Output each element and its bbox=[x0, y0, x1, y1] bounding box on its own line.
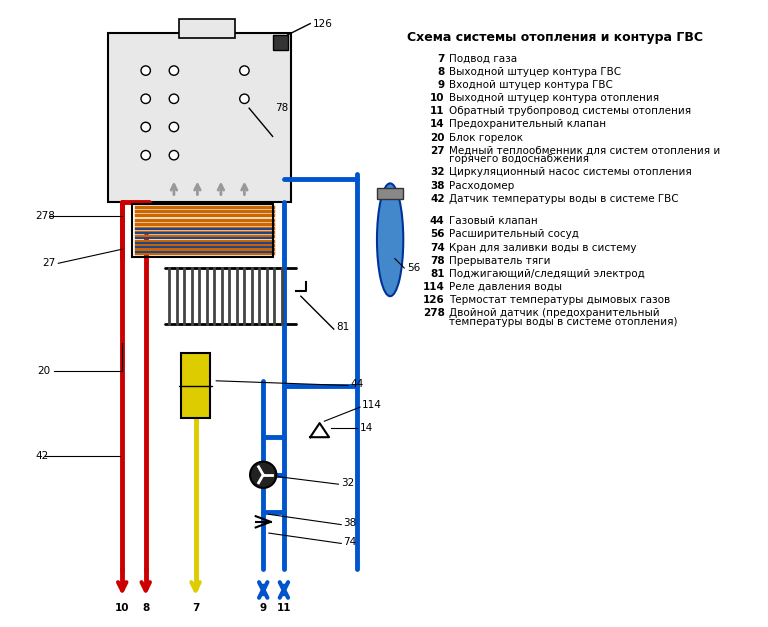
Text: Расходомер: Расходомер bbox=[449, 181, 515, 191]
Text: 278: 278 bbox=[36, 211, 55, 221]
Text: 9: 9 bbox=[260, 603, 266, 613]
Text: 42: 42 bbox=[430, 194, 445, 204]
Text: 7: 7 bbox=[437, 54, 445, 64]
Text: 42: 42 bbox=[36, 451, 49, 461]
Text: Датчик температуры воды в системе ГВС: Датчик температуры воды в системе ГВС bbox=[449, 194, 679, 204]
Circle shape bbox=[169, 150, 179, 160]
Text: 74: 74 bbox=[430, 243, 445, 253]
Text: Медный теплообменник для систем отопления и: Медный теплообменник для систем отоплени… bbox=[449, 146, 720, 155]
Text: 27: 27 bbox=[430, 146, 445, 155]
Text: Входной штуцер контура ГВС: Входной штуцер контура ГВС bbox=[449, 80, 613, 90]
Bar bbox=[108, 33, 291, 202]
Text: 10: 10 bbox=[430, 93, 445, 103]
Circle shape bbox=[240, 66, 249, 75]
Text: Газовый клапан: Газовый клапан bbox=[449, 216, 538, 226]
Text: Выходной штуцер контура отопления: Выходной штуцер контура отопления bbox=[449, 93, 660, 103]
Text: Прерыватель тяги: Прерыватель тяги bbox=[449, 256, 551, 266]
Text: Блок горелок: Блок горелок bbox=[449, 133, 523, 142]
Text: 14: 14 bbox=[430, 120, 445, 129]
Text: 7: 7 bbox=[192, 603, 199, 613]
Text: 8: 8 bbox=[438, 67, 445, 77]
Text: 8: 8 bbox=[142, 603, 149, 613]
Text: 44: 44 bbox=[351, 379, 364, 389]
Circle shape bbox=[141, 150, 151, 160]
Text: 9: 9 bbox=[438, 80, 445, 90]
Circle shape bbox=[169, 94, 179, 103]
Text: 38: 38 bbox=[343, 518, 356, 528]
Circle shape bbox=[141, 122, 151, 132]
Text: Обратный трубопровод системы отопления: Обратный трубопровод системы отопления bbox=[449, 107, 691, 116]
Bar bbox=[131, 204, 273, 256]
Text: 114: 114 bbox=[422, 282, 445, 292]
Bar bbox=[377, 188, 403, 199]
Text: Подвод газа: Подвод газа bbox=[449, 54, 518, 64]
Text: горячего водоснабжения: горячего водоснабжения bbox=[449, 154, 589, 164]
Bar bbox=[273, 35, 288, 50]
Text: 74: 74 bbox=[343, 537, 356, 547]
Text: 56: 56 bbox=[407, 263, 420, 273]
Text: температуры воды в системе отопления): температуры воды в системе отопления) bbox=[449, 317, 678, 327]
Text: 81: 81 bbox=[430, 269, 445, 279]
Circle shape bbox=[250, 461, 276, 488]
Text: Термостат температуры дымовых газов: Термостат температуры дымовых газов bbox=[449, 295, 670, 305]
Text: 20: 20 bbox=[430, 133, 445, 142]
Text: 56: 56 bbox=[430, 229, 445, 240]
Text: 78: 78 bbox=[430, 256, 445, 266]
Text: Циркуляционный насос системы отопления: Циркуляционный насос системы отопления bbox=[449, 167, 692, 177]
Bar bbox=[181, 352, 210, 418]
Text: 126: 126 bbox=[313, 19, 333, 29]
Text: Схема системы отопления и контура ГВС: Схема системы отопления и контура ГВС bbox=[406, 31, 703, 44]
Text: 126: 126 bbox=[423, 295, 445, 305]
Text: Предохранительный клапан: Предохранительный клапан bbox=[449, 120, 607, 129]
Text: 114: 114 bbox=[362, 400, 382, 410]
Text: 38: 38 bbox=[430, 181, 445, 191]
Circle shape bbox=[169, 122, 179, 132]
Text: Реле давления воды: Реле давления воды bbox=[449, 282, 562, 292]
Text: 44: 44 bbox=[430, 216, 445, 226]
Text: 20: 20 bbox=[38, 366, 51, 376]
Bar bbox=[179, 19, 235, 38]
Text: 81: 81 bbox=[336, 322, 349, 332]
Circle shape bbox=[141, 66, 151, 75]
Text: 14: 14 bbox=[360, 423, 373, 433]
Text: Поджигающий/следящий электрод: Поджигающий/следящий электрод bbox=[449, 269, 645, 279]
Text: Двойной датчик (предохранительный: Двойной датчик (предохранительный bbox=[449, 308, 660, 319]
Text: Выходной штуцер контура ГВС: Выходной штуцер контура ГВС bbox=[449, 67, 621, 77]
Text: 27: 27 bbox=[42, 258, 55, 268]
Text: Расширительный сосуд: Расширительный сосуд bbox=[449, 229, 579, 240]
Text: 32: 32 bbox=[341, 478, 355, 488]
Text: 78: 78 bbox=[276, 103, 289, 113]
Text: Кран для заливки воды в систему: Кран для заливки воды в систему bbox=[449, 243, 637, 253]
Text: 11: 11 bbox=[430, 107, 445, 116]
Text: 11: 11 bbox=[276, 603, 291, 613]
Circle shape bbox=[169, 66, 179, 75]
Circle shape bbox=[141, 94, 151, 103]
Text: 278: 278 bbox=[422, 308, 445, 319]
Circle shape bbox=[240, 94, 249, 103]
Text: 10: 10 bbox=[115, 603, 130, 613]
Text: 32: 32 bbox=[430, 167, 445, 177]
Ellipse shape bbox=[377, 183, 403, 296]
